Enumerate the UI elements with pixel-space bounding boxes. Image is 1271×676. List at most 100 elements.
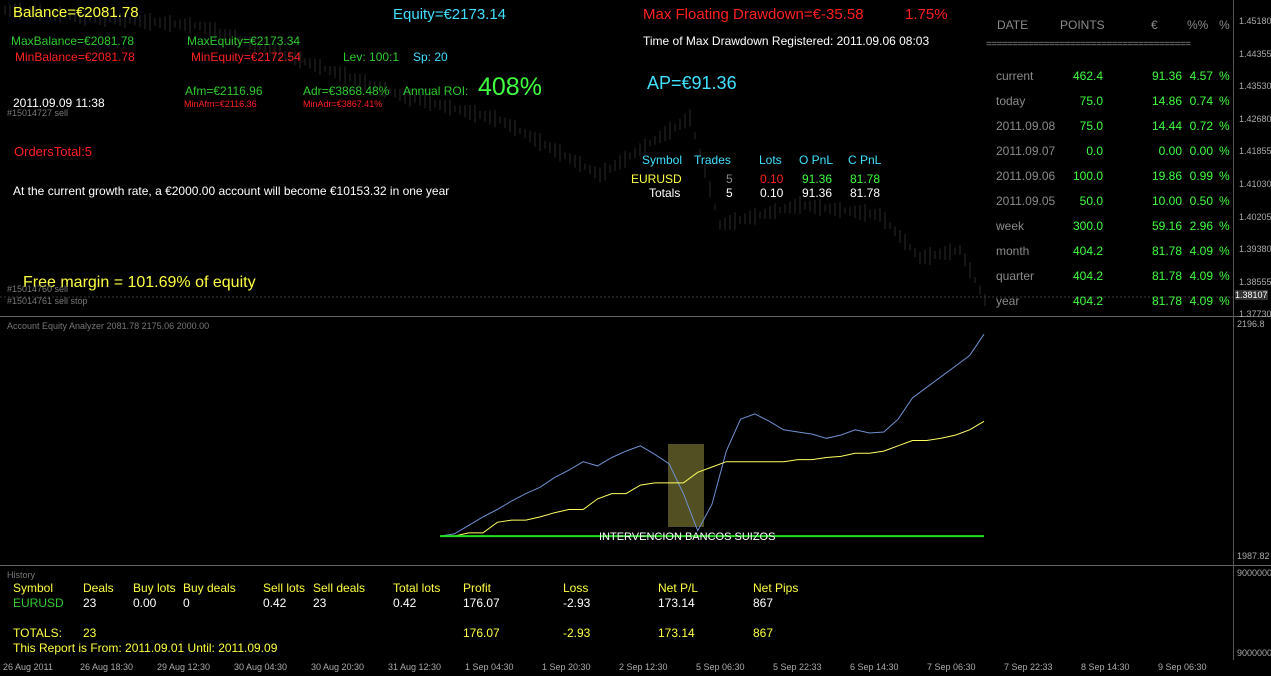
period-row-date: 2011.09.06 (996, 169, 1056, 183)
max-balance-label: MaxBalance=€2081.78 (11, 34, 135, 48)
symbols-header-symbol: Symbol (642, 153, 683, 167)
history-header: Deals (83, 581, 114, 595)
symbols-totals-trades: 5 (726, 186, 733, 200)
time-tick: 30 Aug 04:30 (234, 662, 288, 672)
history-scale-top: 9000000 (1237, 568, 1271, 578)
history-cell: 867 (753, 596, 774, 610)
symbols-totals-lots: 0.10 (760, 186, 784, 200)
time-axis[interactable]: 26 Aug 2011 26 Aug 18:30 29 Aug 12:30 30 Au… (0, 660, 1271, 676)
history-header: Symbol (13, 581, 54, 595)
symbols-totals-cpnl: 81.78 (850, 186, 881, 200)
history-cell: 0.00 (133, 596, 157, 610)
period-row-pct: 0.00 (1189, 144, 1213, 158)
period-row-points: 50.0 (1079, 194, 1103, 208)
period-row-points: 0.0 (1086, 144, 1103, 158)
time-tick: 31 Aug 12:30 (388, 662, 442, 672)
period-row-date: month (996, 244, 1030, 258)
orders-total-label: OrdersTotal:5 (14, 144, 93, 159)
period-row-eur: 81.78 (1151, 269, 1182, 283)
history-header: Sell deals (313, 581, 366, 595)
period-row-sign: % (1219, 144, 1230, 158)
period-row-points: 75.0 (1079, 119, 1103, 133)
equity-series-line-1 (440, 420, 985, 537)
period-row-pct: 0.72 (1189, 119, 1213, 133)
time-tick: 5 Sep 22:33 (773, 662, 822, 672)
period-row-pct: 0.50 (1189, 194, 1213, 208)
time-tick: 1 Sep 04:30 (465, 662, 514, 672)
indicator-scale-top: 2196.8 (1237, 319, 1265, 329)
price-tick: 1.38555 (1239, 276, 1271, 287)
history-header: Net P/L (658, 581, 699, 595)
period-header-pct: % (1219, 18, 1230, 32)
symbols-row-lots: 0.10 (760, 172, 784, 186)
history-totals-net: 173.14 (658, 626, 695, 640)
period-row-sign: % (1219, 69, 1230, 83)
price-tick: 1.44355 (1239, 48, 1271, 59)
history-header: Sell lots (263, 581, 306, 595)
symbols-totals-label: Totals (649, 186, 681, 200)
period-row-pct: 0.99 (1189, 169, 1213, 183)
period-row-eur: 81.78 (1151, 294, 1182, 308)
history-scale-bottom: 9000000 (1237, 648, 1271, 658)
history-header: Total lots (393, 581, 441, 595)
history-totals-deals: 23 (83, 626, 97, 640)
history-header: Buy deals (183, 581, 236, 595)
equity-label: Equity=€2173.14 (393, 6, 507, 23)
order-tag-2[interactable]: #15014760 sell (7, 284, 69, 294)
period-header-eur: € (1151, 18, 1158, 32)
history-totals-label: TOTALS: (13, 626, 62, 640)
period-header-points: POINTS (1060, 18, 1105, 32)
balance-label: Balance=€2081.78 (13, 4, 139, 21)
time-tick: 9 Sep 06:30 (1158, 662, 1207, 672)
symbols-table: Symbol Trades Lots O PnL C PnL EURUSD 5 … (631, 153, 890, 203)
max-floating-drawdown-pct: 1.75% (905, 6, 948, 23)
order-tag-3[interactable]: #15014761 sell stop (7, 296, 88, 306)
price-tick: 1.41855 (1239, 146, 1271, 157)
price-tick: 1.43530 (1239, 81, 1271, 92)
period-row-sign: % (1219, 219, 1230, 233)
annual-roi-label: Annual ROI: (403, 84, 469, 98)
time-tick: 1 Sep 20:30 (542, 662, 591, 672)
period-row-date: 2011.09.05 (996, 194, 1056, 208)
history-cell: -2.93 (563, 596, 591, 610)
equity-analyzer-panel[interactable]: Account Equity Analyzer 2081.78 2175.06 … (0, 316, 1271, 565)
price-tick: 1.39380 (1239, 244, 1271, 255)
time-tick: 29 Aug 12:30 (157, 662, 211, 672)
price-chart[interactable]: Balance=€2081.78 Equity=€2173.14 Max Flo… (0, 0, 1271, 314)
history-totals-loss: -2.93 (563, 626, 591, 640)
history-cell: EURUSD (13, 596, 64, 610)
period-header-date: DATE (997, 18, 1029, 32)
history-cell: 23 (313, 596, 327, 610)
history-cell: 176.07 (463, 596, 500, 610)
symbols-row-trades: 5 (726, 172, 733, 186)
current-price-tag: 1.38107 (1235, 290, 1268, 300)
time-tick: 6 Sep 14:30 (850, 662, 899, 672)
period-row-pct: 4.09 (1189, 269, 1213, 283)
history-cell: 173.14 (658, 596, 695, 610)
price-tick: 1.41030 (1239, 179, 1271, 189)
min-adr-label: MinAdr=€3867.41% (303, 99, 383, 109)
history-panel[interactable]: History Symbol Deals Buy lots Buy deals Sell… (0, 565, 1271, 662)
period-row-eur: 14.86 (1151, 94, 1182, 108)
period-row-date: current (996, 69, 1034, 83)
history-totals-profit: 176.07 (463, 626, 500, 640)
order-tag-1[interactable]: #15014727 sell (7, 108, 69, 118)
period-row-pct: 4.09 (1189, 294, 1213, 308)
price-scale[interactable]: 1.45180 1.44355 1.43530 1.42680 1.41855 1.410… (1233, 0, 1271, 660)
period-row-date: 2011.09.08 (996, 119, 1056, 133)
period-row-date: week (996, 219, 1025, 233)
period-row-sign: % (1219, 94, 1230, 108)
max-drawdown-time: Time of Max Drawdown Registered: 2011.09… (643, 34, 930, 48)
period-row-sign: % (1219, 194, 1230, 208)
leverage-label: Lev: 100:1 (343, 50, 400, 64)
datetime-label: 2011.09.09 11:38 (13, 96, 105, 110)
history-totals-pips: 867 (753, 626, 774, 640)
symbols-row-cpnl: 81.78 (850, 172, 881, 186)
period-row-points: 404.2 (1072, 244, 1103, 258)
intervention-highlight (668, 444, 704, 527)
symbols-header-cpnl: C PnL (848, 153, 882, 167)
period-row-sign: % (1219, 119, 1230, 133)
period-row-date: quarter (996, 269, 1035, 283)
price-tick: 1.37730 (1239, 309, 1271, 320)
period-row-sign: % (1219, 294, 1230, 308)
